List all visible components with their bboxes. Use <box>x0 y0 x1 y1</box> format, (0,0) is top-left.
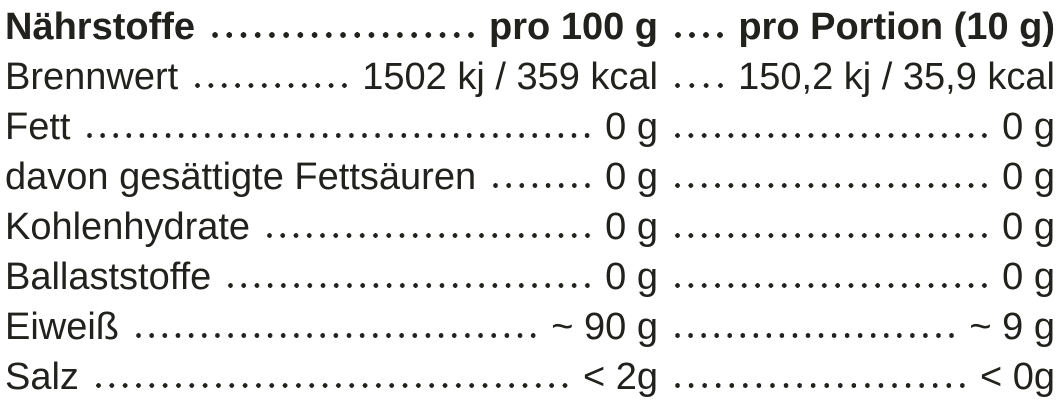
leader-dots <box>489 182 595 189</box>
leader-dots <box>208 31 479 39</box>
table-row: davon gesättigte Fettsäuren 0 g 0 g <box>5 152 1055 202</box>
leader-dots <box>132 332 541 339</box>
table-row: Kohlenhydrate 0 g 0 g <box>5 202 1055 252</box>
leader-dots <box>224 282 595 289</box>
header-per100-label: pro 100 g <box>489 6 658 48</box>
nutrient-label: davon gesättigte Fettsäuren <box>5 156 477 198</box>
nutrient-label: Salz <box>5 356 79 398</box>
header-left-cell: Nährstoffe pro 100 g <box>5 2 658 52</box>
leader-dots <box>671 232 992 239</box>
per100-value: 0 g <box>605 256 658 298</box>
leader-dots <box>91 382 572 389</box>
leader-dots <box>671 332 959 339</box>
per100-value: 0 g <box>605 156 658 198</box>
leader-dots <box>671 282 992 289</box>
portion-value: < 0g <box>979 356 1055 398</box>
table-row: Salz < 2g < 0g <box>5 352 1055 402</box>
nutrient-label: Kohlenhydrate <box>5 206 251 248</box>
table-header-row: Nährstoffe pro 100 g pro Portion (10 g) <box>5 2 1055 52</box>
header-right-cell: pro Portion (10 g) <box>658 2 1055 52</box>
table-row: Eiweiß ~ 90 g ~ 9 g <box>5 302 1055 352</box>
nutrient-label: Fett <box>5 106 71 148</box>
nutrient-label: Ballaststoffe <box>5 256 212 298</box>
table-row: Brennwert 1502 kj / 359 kcal 150,2 kj / … <box>5 52 1055 102</box>
portion-value: 0 g <box>1002 256 1055 298</box>
leader-dots <box>263 232 595 239</box>
per100-value: 0 g <box>605 106 658 148</box>
table-row: Fett 0 g 0 g <box>5 102 1055 152</box>
portion-value: ~ 9 g <box>969 306 1055 348</box>
portion-value: 0 g <box>1002 106 1055 148</box>
leader-dots <box>671 132 992 139</box>
nutrient-label: Brennwert <box>5 56 179 98</box>
leader-dots <box>671 382 969 389</box>
per100-value: < 2g <box>582 356 658 398</box>
per100-value: ~ 90 g <box>551 306 658 348</box>
nutrient-label: Eiweiß <box>5 306 120 348</box>
per100-value: 0 g <box>605 206 658 248</box>
portion-value: 0 g <box>1002 156 1055 198</box>
portion-value: 0 g <box>1002 206 1055 248</box>
leader-dots <box>671 31 728 39</box>
leader-dots <box>671 82 728 89</box>
portion-value: 150,2 kj / 35,9 kcal <box>738 56 1055 98</box>
leader-dots <box>671 182 992 189</box>
table-row: Ballaststoffe 0 g 0 g <box>5 252 1055 302</box>
leader-dots <box>83 132 595 139</box>
leader-dots <box>191 82 352 89</box>
header-portion-label: pro Portion (10 g) <box>738 6 1055 48</box>
header-nutrients-label: Nährstoffe <box>5 6 196 48</box>
per100-value: 1502 kj / 359 kcal <box>362 56 658 98</box>
